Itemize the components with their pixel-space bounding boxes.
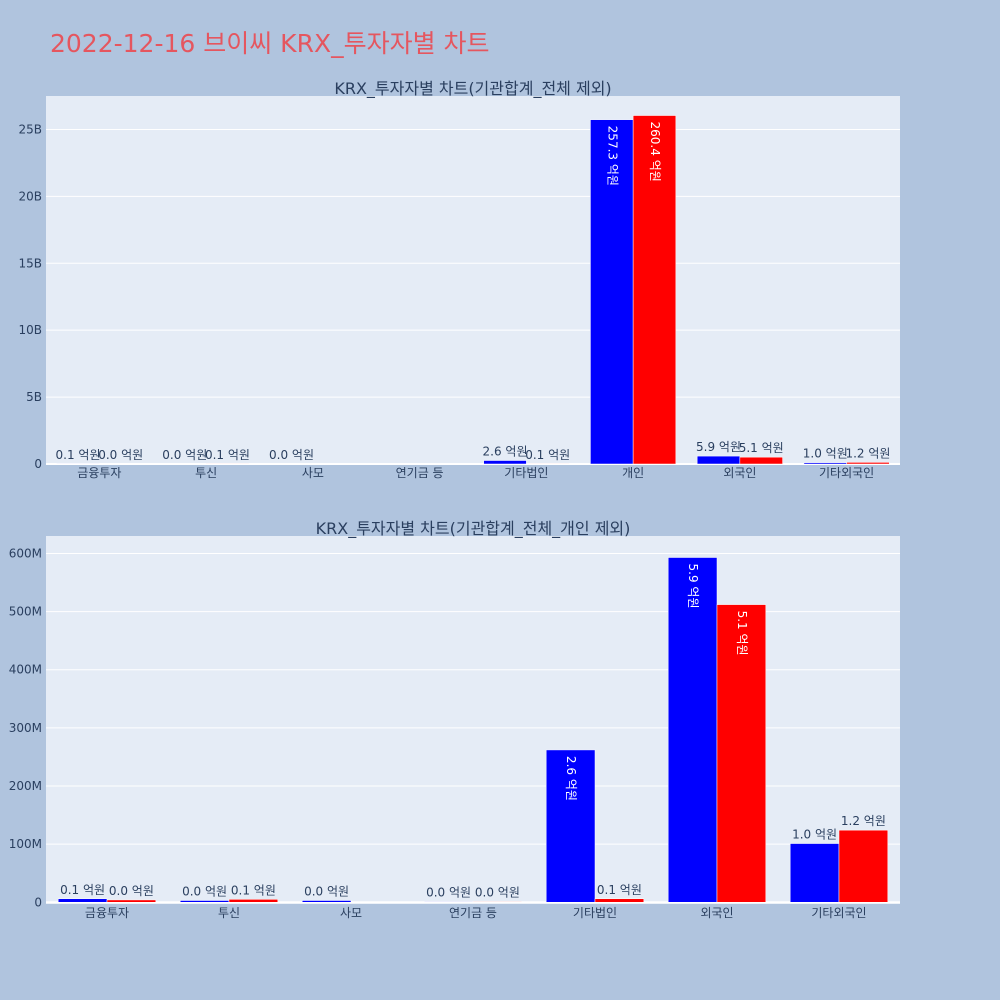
x-tick-label: 기타외국인 [819, 466, 874, 480]
plot-area [46, 536, 900, 904]
data-label: 0.1 억원 [56, 448, 101, 462]
x-tick-label: 연기금 등 [449, 906, 497, 920]
bar [472, 901, 523, 903]
y-tick-label: 0 [34, 457, 42, 471]
bar [483, 460, 527, 465]
data-label: 2.6 억원 [564, 756, 578, 801]
data-label: 0.0 억원 [98, 448, 143, 462]
bar [846, 462, 890, 465]
chart-title: KRX_투자자별 차트(기관합계_전체 제외) [334, 79, 611, 99]
bar [301, 900, 352, 903]
data-label: 0.0 억원 [182, 885, 227, 899]
bar [57, 898, 108, 903]
y-tick-label: 300M [9, 721, 42, 735]
data-label: 257.3 억원 [605, 126, 619, 186]
data-label: 5.9 억원 [686, 564, 700, 609]
data-label: 0.0 억원 [269, 448, 314, 462]
y-tick-label: 20B [18, 189, 42, 203]
plot-area [46, 96, 900, 464]
data-label: 0.1 억원 [525, 448, 570, 462]
x-tick-label: 투신 [195, 466, 217, 480]
page-title: 2022-12-16 브이씨 KRX_투자자별 차트 [50, 29, 490, 58]
chart-title: KRX_투자자별 차트(기관합계_전체_개인 제외) [316, 519, 631, 539]
bar [789, 843, 840, 903]
data-label: 0.1 억원 [205, 448, 250, 462]
y-tick-label: 400M [9, 663, 42, 677]
data-label: 5.1 억원 [735, 611, 749, 656]
bar [545, 749, 596, 903]
bar [594, 898, 645, 903]
y-tick-label: 25B [18, 122, 42, 136]
x-tick-label: 금융투자 [77, 466, 121, 480]
bar [179, 900, 230, 903]
bar [423, 901, 474, 903]
data-label: 1.0 억원 [792, 828, 837, 842]
data-label: 1.2 억원 [841, 814, 886, 828]
data-label: 0.1 억원 [60, 883, 105, 897]
x-tick-label: 연기금 등 [396, 466, 444, 480]
y-tick-label: 200M [9, 779, 42, 793]
data-label: 5.1 억원 [739, 441, 784, 455]
data-label: 1.2 억원 [845, 446, 890, 460]
y-tick-label: 0 [34, 895, 42, 909]
x-tick-label: 개인 [622, 466, 644, 480]
bar [838, 829, 889, 903]
x-tick-label: 기타법인 [573, 906, 617, 920]
data-label: 0.0 억원 [162, 448, 207, 462]
y-tick-label: 100M [9, 837, 42, 851]
data-label: 260.4 억원 [648, 122, 662, 182]
bar [716, 604, 767, 903]
x-tick-label: 기타외국인 [811, 906, 866, 920]
bar [739, 456, 783, 465]
bar [803, 462, 847, 465]
bar [106, 899, 157, 903]
data-label: 5.9 억원 [696, 440, 741, 454]
data-label: 0.0 억원 [109, 884, 154, 898]
data-label: 1.0 억원 [803, 447, 848, 461]
data-label: 0.1 억원 [597, 883, 642, 897]
y-tick-label: 15B [18, 256, 42, 270]
data-label: 0.0 억원 [426, 886, 471, 900]
x-tick-label: 투신 [218, 906, 240, 920]
chart-top: KRX_투자자별 차트(기관합계_전체 제외) 0 5B 10B 15B 20B 25B 금융… [18, 79, 900, 480]
y-tick-label: 5B [26, 390, 42, 404]
x-tick-label: 기타법인 [504, 466, 548, 480]
y-tick-label: 10B [18, 323, 42, 337]
data-label: 0.0 억원 [304, 885, 349, 899]
x-tick-label: 사모 [302, 466, 324, 480]
x-tick-label: 금융투자 [85, 906, 129, 920]
x-tick-label: 사모 [340, 906, 362, 920]
data-label: 0.0 억원 [475, 886, 520, 900]
x-tick-label: 외국인 [700, 906, 733, 920]
y-tick-label: 600M [9, 546, 42, 560]
bar [632, 115, 677, 465]
data-label: 0.1 억원 [231, 883, 276, 897]
chart-bottom: KRX_투자자별 차트(기관합계_전체_개인 제외) 0 100M 200M 300M 4… [9, 519, 900, 920]
bar [667, 557, 718, 903]
bar [228, 899, 279, 903]
bar [696, 455, 741, 465]
x-tick-label: 외국인 [723, 466, 756, 480]
y-tick-label: 500M [9, 605, 42, 619]
data-label: 2.6 억원 [483, 445, 528, 459]
